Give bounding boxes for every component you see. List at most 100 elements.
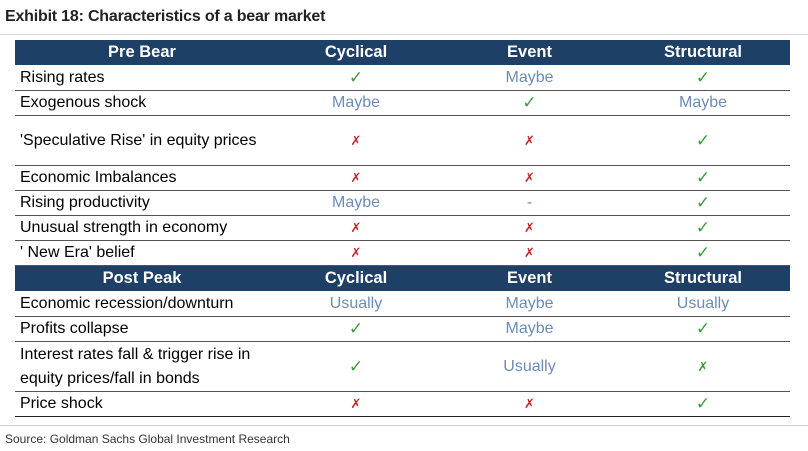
value-cell: ✓ bbox=[616, 65, 790, 91]
value-cell: Maybe bbox=[443, 291, 616, 317]
check-icon: ✓ bbox=[695, 394, 711, 413]
source-divider bbox=[0, 425, 808, 426]
row-label: 'Speculative Rise' in equity prices bbox=[15, 115, 269, 166]
table-row: Economic Imbalances ✗ ✗ ✓ bbox=[15, 165, 790, 191]
cross-icon: ✗ bbox=[524, 132, 535, 148]
cross-icon: ✗ bbox=[350, 220, 362, 235]
table-row: Profits collapse ✓ Maybe ✓ bbox=[15, 316, 790, 342]
value-text: Maybe bbox=[331, 194, 381, 211]
source-note: Source: Goldman Sachs Global Investment … bbox=[5, 432, 290, 446]
value-cell: ✓ bbox=[616, 165, 790, 191]
cross-icon: ✗ bbox=[524, 245, 535, 260]
value-text: Usually bbox=[503, 357, 556, 375]
title-divider bbox=[0, 34, 808, 35]
row-label: Rising productivity bbox=[15, 190, 269, 216]
value-cell: ✓ bbox=[269, 341, 443, 392]
dash-text: - bbox=[526, 194, 533, 211]
cross-icon: ✗ bbox=[350, 132, 362, 148]
row-label: Economic recession/downturn bbox=[15, 291, 269, 317]
check-icon: ✓ bbox=[348, 356, 364, 376]
value-text: Maybe bbox=[678, 94, 728, 111]
check-icon: ✓ bbox=[695, 130, 711, 150]
value-text: Maybe bbox=[505, 295, 554, 312]
value-cell: ✗ bbox=[443, 391, 616, 417]
value-cell: Usually bbox=[443, 341, 616, 392]
value-cell: ✗ bbox=[443, 115, 616, 166]
check-icon: ✓ bbox=[695, 243, 711, 262]
value-cell: Usually bbox=[616, 291, 790, 317]
row-label: Economic Imbalances bbox=[15, 165, 269, 191]
table-row: Rising productivity Maybe - ✓ bbox=[15, 190, 790, 216]
row-label: Profits collapse bbox=[15, 316, 269, 342]
value-cell: ✓ bbox=[616, 115, 790, 166]
cross-icon: ✗ bbox=[350, 170, 362, 185]
value-cell: ✗ bbox=[616, 341, 790, 392]
table-row: ' New Era' belief ✗ ✗ ✓ bbox=[15, 240, 790, 266]
row-label: Price shock bbox=[15, 391, 269, 417]
row-label: Rising rates bbox=[15, 65, 269, 91]
check-icon: ✓ bbox=[695, 168, 711, 187]
check-icon: ✓ bbox=[348, 319, 364, 338]
row-label: Unusual strength in economy bbox=[15, 215, 269, 241]
header-cell: Pre Bear bbox=[15, 40, 269, 66]
value-cell: ✓ bbox=[269, 65, 443, 91]
section-header-pre-bear: Pre Bear Cyclical Event Structural bbox=[15, 40, 790, 66]
value-cell: ✓ bbox=[616, 240, 790, 266]
exhibit-title: Exhibit 18: Characteristics of a bear ma… bbox=[5, 8, 326, 25]
value-cell: ✗ bbox=[443, 165, 616, 191]
cross-icon: ✗ bbox=[697, 358, 709, 374]
header-cell: Structural bbox=[616, 265, 790, 292]
table-row: Price shock ✗ ✗ ✓ bbox=[15, 391, 790, 417]
row-label: Interest rates fall & trigger rise in eq… bbox=[15, 341, 269, 392]
value-cell: ✓ bbox=[616, 215, 790, 241]
table-row: Rising rates ✓ Maybe ✓ bbox=[15, 65, 790, 91]
value-cell: Usually bbox=[269, 291, 443, 317]
value-cell: ✗ bbox=[269, 165, 443, 191]
value-cell: ✗ bbox=[269, 240, 443, 266]
cross-icon: ✗ bbox=[350, 245, 362, 260]
check-icon: ✓ bbox=[695, 193, 711, 212]
table-row: Economic recession/downturn Usually Mayb… bbox=[15, 291, 790, 317]
value-cell: Maybe bbox=[443, 65, 616, 91]
value-cell: ✗ bbox=[443, 215, 616, 241]
check-icon: ✓ bbox=[695, 319, 711, 338]
section-header-post-peak: Post Peak Cyclical Event Structural bbox=[15, 265, 790, 292]
table-row: 'Speculative Rise' in equity prices ✗ ✗ … bbox=[15, 115, 790, 166]
value-text: Usually bbox=[329, 295, 383, 312]
value-text: Usually bbox=[676, 295, 730, 312]
value-cell: ✓ bbox=[616, 316, 790, 342]
check-icon: ✓ bbox=[695, 68, 711, 87]
value-text: Maybe bbox=[505, 69, 554, 86]
check-icon: ✓ bbox=[522, 93, 537, 112]
header-cell: Structural bbox=[616, 40, 790, 66]
value-cell: Maybe bbox=[616, 90, 790, 116]
value-cell: ✓ bbox=[616, 391, 790, 417]
value-text: Maybe bbox=[331, 94, 381, 111]
value-cell: ✗ bbox=[443, 240, 616, 266]
row-label: Exogenous shock bbox=[15, 90, 269, 116]
value-cell: Maybe bbox=[269, 90, 443, 116]
cross-icon: ✗ bbox=[350, 396, 362, 411]
table-row: Unusual strength in economy ✗ ✗ ✓ bbox=[15, 215, 790, 241]
value-cell: Maybe bbox=[269, 190, 443, 216]
value-cell: ✓ bbox=[616, 190, 790, 216]
table-row: Exogenous shock Maybe ✓ Maybe bbox=[15, 90, 790, 116]
header-cell: Event bbox=[443, 40, 616, 66]
value-cell: ✗ bbox=[269, 115, 443, 166]
table-row: Interest rates fall & trigger rise in eq… bbox=[15, 341, 790, 392]
bear-market-table: Pre Bear Cyclical Event Structural Risin… bbox=[15, 40, 790, 417]
value-text: Maybe bbox=[505, 320, 554, 337]
header-cell: Event bbox=[443, 265, 616, 292]
cross-icon: ✗ bbox=[524, 220, 535, 235]
header-cell: Cyclical bbox=[269, 40, 443, 66]
check-icon: ✓ bbox=[695, 218, 711, 237]
value-cell: ✗ bbox=[269, 391, 443, 417]
value-cell: ✗ bbox=[269, 215, 443, 241]
cross-icon: ✗ bbox=[524, 396, 535, 411]
cross-icon: ✗ bbox=[524, 170, 535, 185]
value-cell: ✓ bbox=[443, 90, 616, 116]
header-cell: Cyclical bbox=[269, 265, 443, 292]
value-cell: ✓ bbox=[269, 316, 443, 342]
value-cell: Maybe bbox=[443, 316, 616, 342]
check-icon: ✓ bbox=[348, 68, 364, 87]
